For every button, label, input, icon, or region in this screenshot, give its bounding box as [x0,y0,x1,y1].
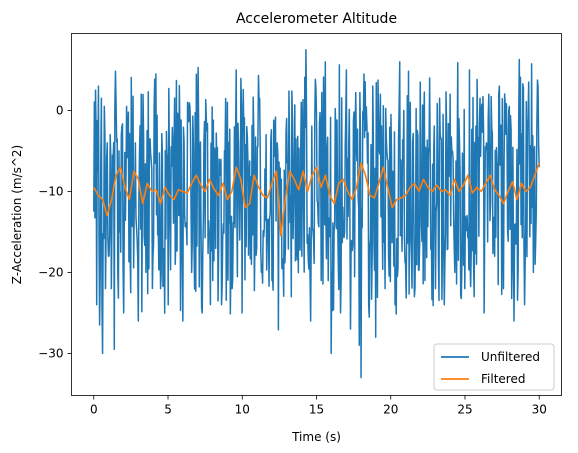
y-tick-label: 0 [56,103,64,117]
legend-label-unfiltered: Unfiltered [481,350,540,364]
series-line-filtered [93,162,540,237]
y-tick-label: −30 [38,346,63,360]
y-axis-label: Z-Acceleration (m/s^2) [10,145,24,285]
y-tick-label: −10 [38,184,63,198]
x-tick-label: 25 [457,403,472,417]
legend-label-filtered: Filtered [481,372,525,386]
x-tick-label: 20 [383,403,398,417]
x-tick-label: 15 [309,403,324,417]
x-tick-label: 10 [235,403,250,417]
x-axis: 0 5 10 15 20 25 30 [90,395,547,417]
y-tick-label: −20 [38,265,63,279]
x-axis-label: Time (s) [291,430,341,444]
plot-area [93,48,540,379]
x-tick-label: 30 [532,403,547,417]
x-tick-label: 5 [164,403,172,417]
series-line-unfiltered [93,48,540,379]
x-tick-label: 0 [90,403,98,417]
legend: Unfiltered Filtered [433,343,555,391]
y-axis: 0 −10 −20 −30 [38,103,72,360]
chart-title: Accelerometer Altitude [236,11,397,27]
